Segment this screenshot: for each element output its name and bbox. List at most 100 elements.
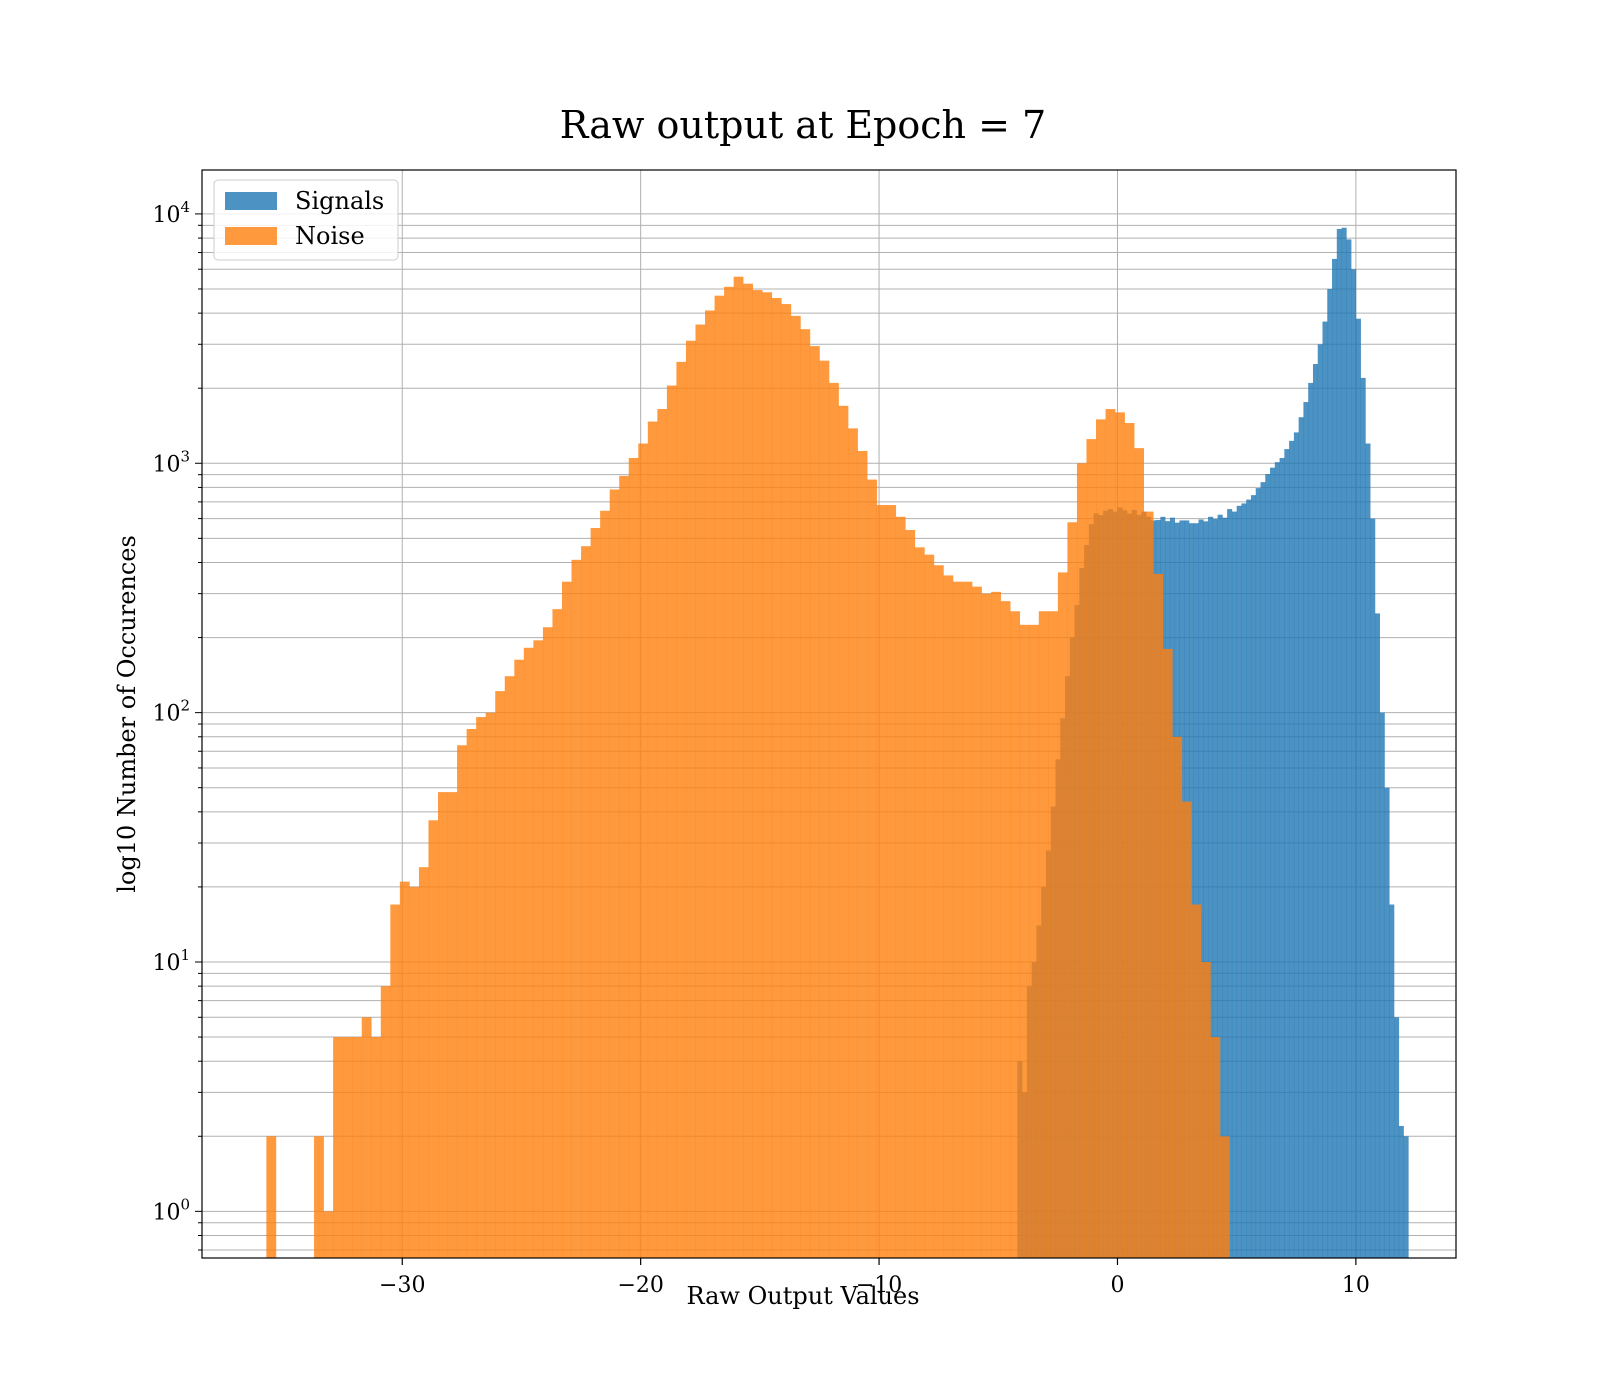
histogram-bar (1308, 382, 1314, 1258)
histogram-bar (1134, 448, 1144, 1258)
histogram-bar (1227, 509, 1233, 1259)
histogram-bar (1327, 288, 1333, 1259)
histogram-bar (857, 451, 868, 1258)
histogram-bar (1105, 409, 1116, 1258)
histogram-bar (1398, 1125, 1404, 1258)
histogram-bar (790, 315, 801, 1258)
histogram-bar (361, 1017, 372, 1258)
y-tick-label: 100 (152, 1195, 190, 1225)
histogram-bar (552, 609, 563, 1258)
histogram-bar (352, 1037, 363, 1258)
histogram-bar (1143, 511, 1154, 1259)
y-tick-exponent: 1 (180, 946, 190, 964)
histogram-bar (1236, 505, 1242, 1259)
histogram-bar (1010, 611, 1021, 1258)
histogram-bar (724, 286, 734, 1259)
histogram-bar (1312, 364, 1319, 1258)
histogram-bar (705, 310, 715, 1259)
histogram-bar (542, 627, 553, 1258)
y-tick-base: 10 (152, 203, 180, 228)
histogram-bar (876, 505, 887, 1258)
histogram-bar (809, 346, 820, 1258)
histogram-bar (1265, 474, 1271, 1259)
histogram-bar (829, 382, 839, 1258)
histogram-bar (771, 298, 782, 1258)
histogram-bar (380, 986, 391, 1258)
y-tick-base: 10 (152, 702, 180, 727)
histogram-bar (1360, 377, 1366, 1258)
histogram-bar (409, 886, 420, 1258)
histogram-bar (1086, 439, 1097, 1259)
histogram-bar (1332, 258, 1338, 1258)
histogram-bar (418, 867, 429, 1258)
histogram-bar (972, 586, 982, 1258)
legend-label-signals: Signals (295, 187, 384, 215)
histogram-bar (1341, 227, 1347, 1258)
x-axis-label: Raw Output Values (686, 1282, 919, 1310)
histogram-bar (609, 489, 620, 1259)
x-tick-label: −10 (856, 1273, 902, 1298)
histogram-bar (314, 1136, 324, 1258)
histogram-bar (457, 745, 467, 1258)
y-tick-label: 101 (152, 946, 190, 976)
histogram-bar (886, 505, 897, 1258)
x-tick-label: −20 (617, 1273, 663, 1298)
histogram-bar (1374, 613, 1381, 1258)
histogram-bar (590, 528, 601, 1258)
histogram-bar (1096, 419, 1106, 1258)
histogram-bar (752, 290, 763, 1258)
histogram-bar (1336, 228, 1342, 1259)
y-tick-exponent: 2 (180, 697, 190, 715)
histogram-bar (428, 820, 439, 1258)
histogram-bar (1057, 572, 1068, 1258)
y-tick-base: 10 (152, 1200, 180, 1225)
histogram-bar (819, 360, 830, 1258)
histogram-bar (1203, 521, 1209, 1258)
histogram-bar (628, 457, 639, 1258)
plot-frame (201, 169, 1457, 1259)
histogram-bar (485, 712, 496, 1258)
histogram-bar (1370, 518, 1376, 1258)
histogram-bar (371, 1037, 382, 1258)
histogram-bar (1303, 402, 1309, 1258)
histogram-bar (466, 728, 477, 1258)
histogram-bar (933, 565, 944, 1258)
legend: Signals Noise (213, 179, 399, 261)
histogram-bar (991, 591, 1001, 1258)
histogram-bar (495, 691, 506, 1258)
histogram-bar (533, 640, 544, 1258)
histogram-bar (676, 361, 687, 1258)
histogram-bar (1274, 462, 1280, 1258)
histogram-bar (1198, 519, 1204, 1258)
histogram-bar (762, 292, 773, 1258)
histogram-bar (600, 510, 610, 1258)
y-tick-label: 102 (152, 697, 190, 727)
histogram-bar (781, 304, 792, 1258)
y-tick-exponent: 4 (180, 198, 190, 216)
histogram-bar (1038, 611, 1049, 1258)
histogram-bar (848, 428, 858, 1258)
histogram-bar (800, 329, 811, 1258)
histogram-bar (342, 1037, 353, 1258)
histogram-bar (666, 385, 677, 1258)
x-tick-label: 0 (1110, 1273, 1124, 1298)
histogram-bar (1260, 482, 1266, 1258)
histogram-bar (266, 1136, 277, 1258)
histogram-bar (1208, 516, 1214, 1258)
histogram-bar (1000, 601, 1011, 1258)
histogram-bar (981, 593, 992, 1258)
histogram-bar (952, 581, 963, 1258)
y-tick-label: 103 (152, 447, 190, 477)
histogram-bar (1219, 1136, 1230, 1258)
histogram-bar (962, 581, 973, 1258)
histogram-bar (333, 1037, 343, 1258)
histogram-bar (1162, 648, 1173, 1258)
histogram-bar (1293, 432, 1299, 1258)
histogram-bar (1217, 514, 1223, 1258)
histogram-bar (1255, 488, 1261, 1258)
histogram-bar (1289, 440, 1295, 1259)
histogram-bar (657, 409, 668, 1258)
histogram-bar (1379, 712, 1385, 1258)
